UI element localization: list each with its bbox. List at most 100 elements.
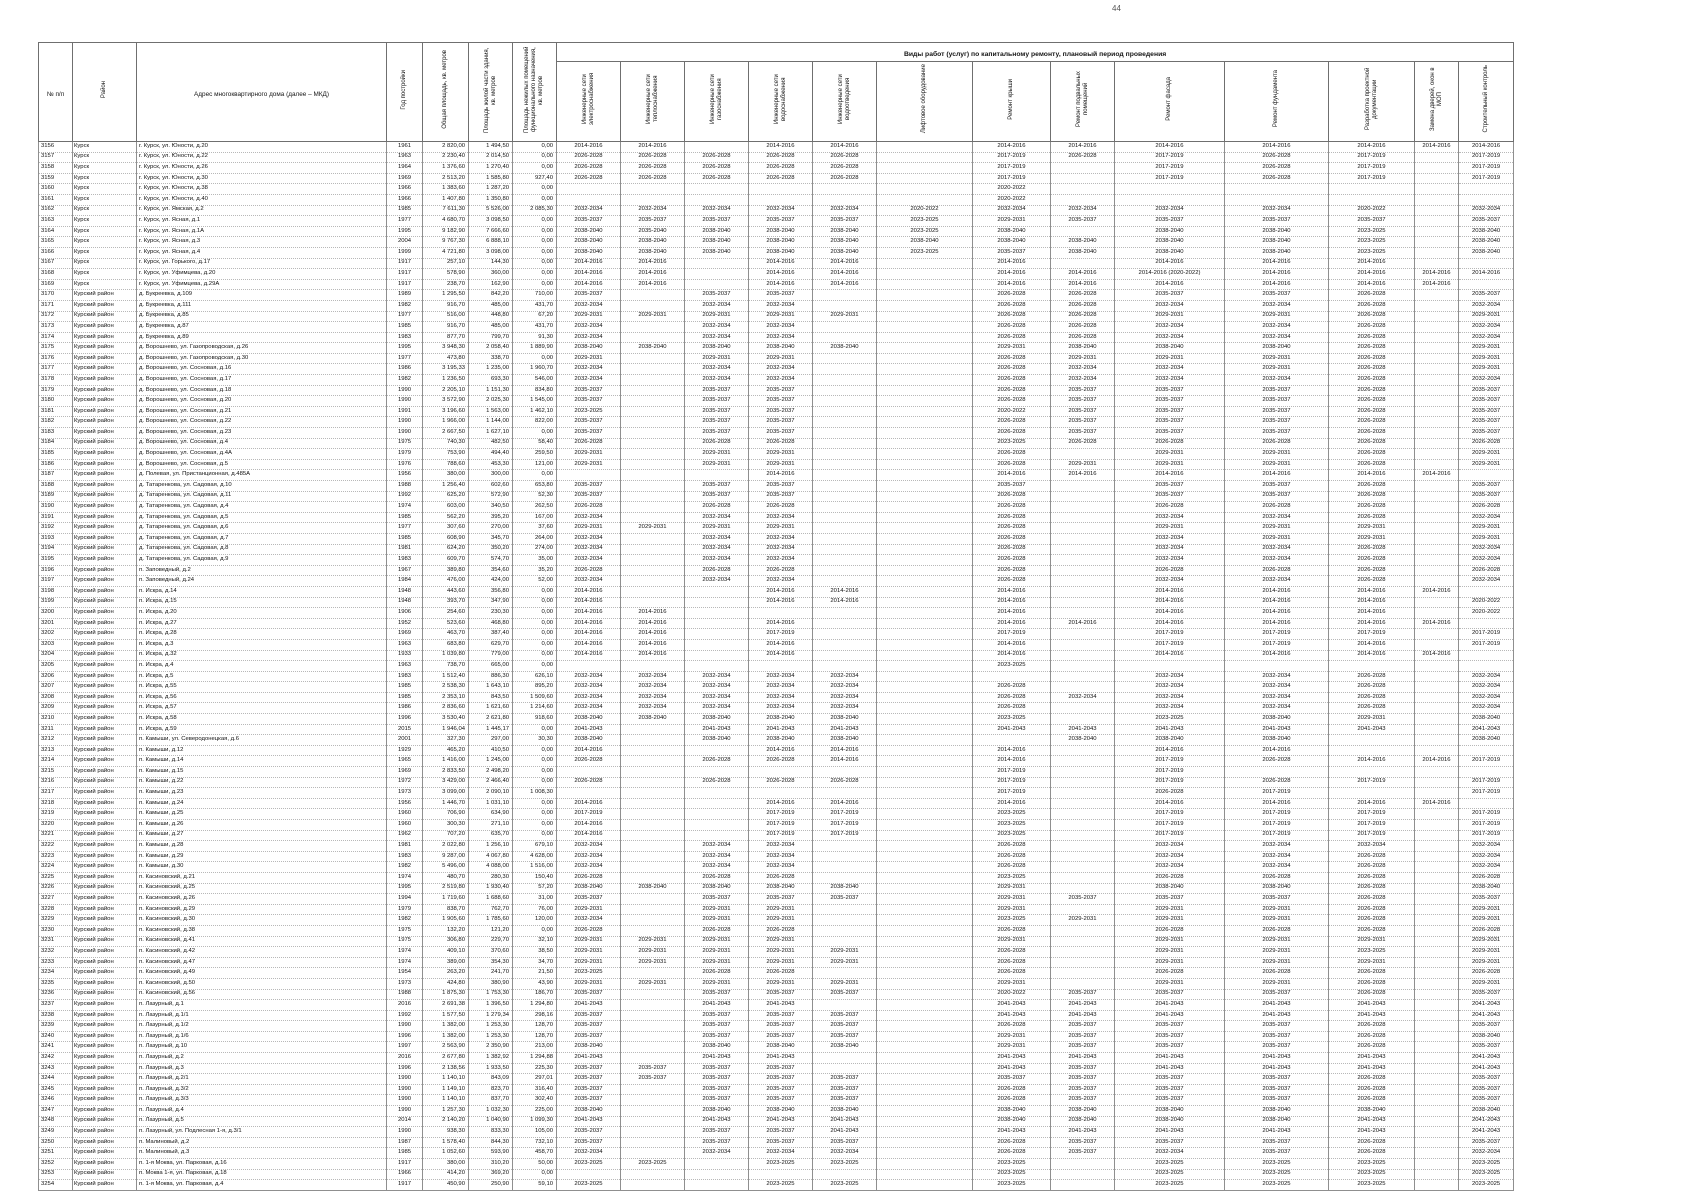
table-row: 3213 Курский район п. Камыши, д.12 1929 465,… xyxy=(38,744,1515,757)
cell-facade: 2014-2016 xyxy=(1114,649,1225,662)
cell-address: п. Камыши, д.12 xyxy=(136,744,387,757)
cell-nonres-area: 91,30 xyxy=(512,331,557,344)
cell-sewer-net xyxy=(812,501,877,513)
cell-total-area: 393,70 xyxy=(422,596,469,609)
cell-foundation: 2041-2043 xyxy=(1224,999,1329,1011)
cell-nonres-area: 0,00 xyxy=(512,193,557,206)
cell-facade: 2032-2034 xyxy=(1114,554,1225,566)
cell-total-area: 1 295,50 xyxy=(422,289,469,301)
cell-district: Курский район xyxy=(72,1126,137,1138)
cell-elec-net: 2026-2028 xyxy=(556,755,621,768)
cell-year: 1991 xyxy=(386,405,423,418)
cell-doors-windows xyxy=(1414,342,1459,354)
cell-total-area: 257,10 xyxy=(422,257,469,270)
cell-roof: 2026-2028 xyxy=(972,532,1051,545)
cell-nonres-area: 927,40 xyxy=(512,172,557,185)
cell-sewer-net: 2026-2028 xyxy=(812,172,877,185)
table-row: 3230 Курский район п. Касиновский, д.38 197… xyxy=(38,924,1515,937)
cell-doors-windows xyxy=(1414,861,1459,873)
cell-doors-windows xyxy=(1414,660,1459,672)
cell-foundation: 2035-2037 xyxy=(1224,427,1329,439)
cell-doors-windows: 2014-2016 xyxy=(1414,617,1459,630)
cell-address: п. Лазурный, д.1 xyxy=(136,999,387,1011)
cell-year: 1917 xyxy=(386,1179,423,1191)
cell-water-net: 2038-2040 xyxy=(748,1105,813,1117)
cell-water-net xyxy=(748,660,813,672)
cell-total-area: 2 140,20 xyxy=(422,1115,469,1128)
cell-elec-net: 2035-2037 xyxy=(556,1126,621,1138)
cell-num: 3195 xyxy=(38,554,73,566)
cell-facade: 2014-2016 xyxy=(1114,469,1225,481)
cell-elec-net: 2014-2016 xyxy=(556,278,621,291)
cell-heat-net: 2014-2016 xyxy=(620,141,685,153)
table-row: 3170 Курский район д. Букреевка, д.109 1989… xyxy=(38,289,1515,301)
cell-year: 1988 xyxy=(386,480,423,492)
cell-construction-control: 2035-2037 xyxy=(1457,416,1515,429)
cell-doors-windows xyxy=(1414,1136,1459,1149)
cell-total-area: 562,20 xyxy=(422,511,469,524)
cell-water-net: 2014-2016 xyxy=(748,744,813,757)
cell-gas-net: 2038-2040 xyxy=(684,1041,749,1054)
cell-design-docs: 2026-2028 xyxy=(1328,924,1415,937)
cell-doors-windows: 2014-2016 xyxy=(1414,797,1459,810)
cell-nonres-area: 732,10 xyxy=(512,1136,557,1149)
cell-district: Курский район xyxy=(72,416,137,429)
cell-num: 3237 xyxy=(38,999,73,1011)
cell-facade: 2017-2019 xyxy=(1114,755,1225,768)
cell-district: Курский район xyxy=(72,554,137,566)
cell-nonres-area: 1 462,10 xyxy=(512,405,557,418)
cell-total-area: 1 039,80 xyxy=(422,649,469,662)
cell-doors-windows xyxy=(1414,1115,1459,1128)
cell-basement: 2026-2028 xyxy=(1050,289,1115,301)
cell-lift xyxy=(876,501,973,513)
cell-elec-net: 2023-2025 xyxy=(556,1158,621,1170)
cell-facade: 2032-2034 xyxy=(1114,374,1225,386)
cell-lift xyxy=(876,384,973,397)
cell-gas-net: 2038-2040 xyxy=(684,342,749,354)
cell-district: Курск xyxy=(72,215,137,227)
cell-num: 3252 xyxy=(38,1158,73,1170)
cell-nonres-area: 0,00 xyxy=(512,808,557,820)
cell-facade: 2014-2016 xyxy=(1114,141,1225,153)
cell-address: п. Касиновский, д.29 xyxy=(136,903,387,916)
cell-heat-net xyxy=(620,1083,685,1096)
table-row: 3180 Курский район д. Ворошнево, ул. Сосно… xyxy=(38,395,1515,407)
cell-basement xyxy=(1050,596,1115,609)
cell-living-area: 380,90 xyxy=(468,977,513,990)
cell-lift xyxy=(876,342,973,354)
cell-design-docs: 2026-2028 xyxy=(1328,331,1415,344)
cell-design-docs: 2026-2028 xyxy=(1328,352,1415,365)
cell-elec-net: 2023-2025 xyxy=(556,405,621,418)
cell-water-net: 2032-2034 xyxy=(748,511,813,524)
cell-address: п. Искра, д.27 xyxy=(136,617,387,630)
cell-total-area: 473,80 xyxy=(422,352,469,365)
cell-elec-net: 2035-2037 xyxy=(556,416,621,429)
cell-lift xyxy=(876,416,973,429)
cell-nonres-area: 167,00 xyxy=(512,511,557,524)
cell-water-net: 2035-2037 xyxy=(748,416,813,429)
cell-district: Курский район xyxy=(72,734,137,746)
cell-facade: 2029-2031 xyxy=(1114,935,1225,948)
cell-construction-control: 2017-2019 xyxy=(1457,776,1515,789)
cell-address: п. Искра, д.4 xyxy=(136,660,387,672)
cell-sewer-net: 2041-2043 xyxy=(812,1115,877,1128)
cell-year: 1963 xyxy=(386,638,423,651)
table-row: 3164 Курск г. Курск, ул. Ясная, д.1А 1995 9 … xyxy=(38,225,1515,238)
cell-water-net: 2038-2040 xyxy=(748,1041,813,1054)
cell-nonres-area: 32,10 xyxy=(512,935,557,948)
cell-basement xyxy=(1050,257,1115,270)
cell-water-net: 2026-2028 xyxy=(748,924,813,937)
cell-elec-net: 2026-2028 xyxy=(556,437,621,450)
cell-lift xyxy=(876,967,973,979)
cell-design-docs: 2026-2028 xyxy=(1328,670,1415,683)
cell-foundation: 2035-2037 xyxy=(1224,1073,1329,1085)
cell-lift xyxy=(876,977,973,990)
cell-construction-control: 2026-2028 xyxy=(1457,924,1515,937)
cell-total-area: 300,30 xyxy=(422,819,469,831)
cell-doors-windows xyxy=(1414,204,1459,217)
cell-gas-net: 2026-2028 xyxy=(684,871,749,884)
cell-design-docs: 2023-2025 xyxy=(1328,1158,1415,1170)
cell-construction-control: 2041-2043 xyxy=(1457,723,1515,736)
cell-lift xyxy=(876,1105,973,1117)
cell-doors-windows xyxy=(1414,967,1459,979)
